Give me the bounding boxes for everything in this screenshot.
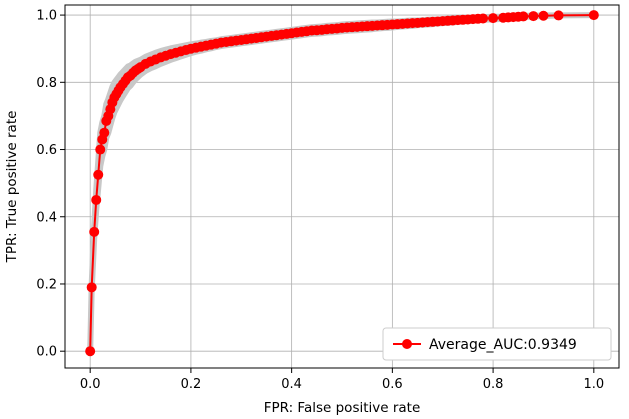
series-layer	[85, 10, 599, 357]
data-point	[89, 226, 100, 237]
legend-marker	[402, 339, 412, 349]
y-tick-label: 0.2	[36, 277, 57, 292]
y-axis-label: TPR: True positive rate	[4, 111, 20, 264]
data-point	[518, 11, 529, 22]
series-line	[89, 14, 594, 352]
data-point	[86, 282, 97, 293]
data-point	[488, 13, 499, 24]
grid-lines	[65, 5, 619, 368]
data-point	[538, 10, 549, 21]
x-tick-label: 0.0	[80, 377, 101, 392]
legend: Average_AUC:0.9349	[382, 327, 612, 361]
data-point	[478, 13, 489, 24]
x-tick-label: 0.2	[181, 377, 202, 392]
data-point	[528, 11, 539, 22]
x-tick-label: 0.4	[281, 377, 302, 392]
data-point	[85, 346, 96, 357]
x-tick-label: 1.0	[583, 377, 604, 392]
data-point	[95, 144, 106, 155]
y-tick-label: 0.8	[36, 76, 57, 91]
x-tick-label: 0.8	[483, 377, 504, 392]
y-axis-ticks: 0.0 0.2 0.4 0.6 0.8 1.0	[36, 9, 65, 360]
confidence-band	[87, 12, 597, 355]
x-axis-label: FPR: False positive rate	[264, 400, 421, 416]
data-point	[91, 194, 102, 205]
x-tick-label: 0.6	[382, 377, 403, 392]
legend-box	[382, 327, 612, 361]
data-point	[553, 10, 564, 21]
y-tick-label: 0.0	[36, 345, 57, 360]
y-tick-label: 1.0	[36, 9, 57, 24]
data-point	[93, 169, 104, 180]
y-tick-label: 0.6	[36, 143, 57, 158]
data-point	[588, 10, 599, 21]
plot-frame	[64, 4, 620, 369]
x-axis-ticks: 0.0 0.2 0.4 0.6 0.8 1.0	[80, 368, 604, 392]
legend-label: Average_AUC:0.9349	[429, 337, 577, 353]
y-tick-label: 0.4	[36, 210, 57, 225]
data-point	[99, 127, 110, 138]
